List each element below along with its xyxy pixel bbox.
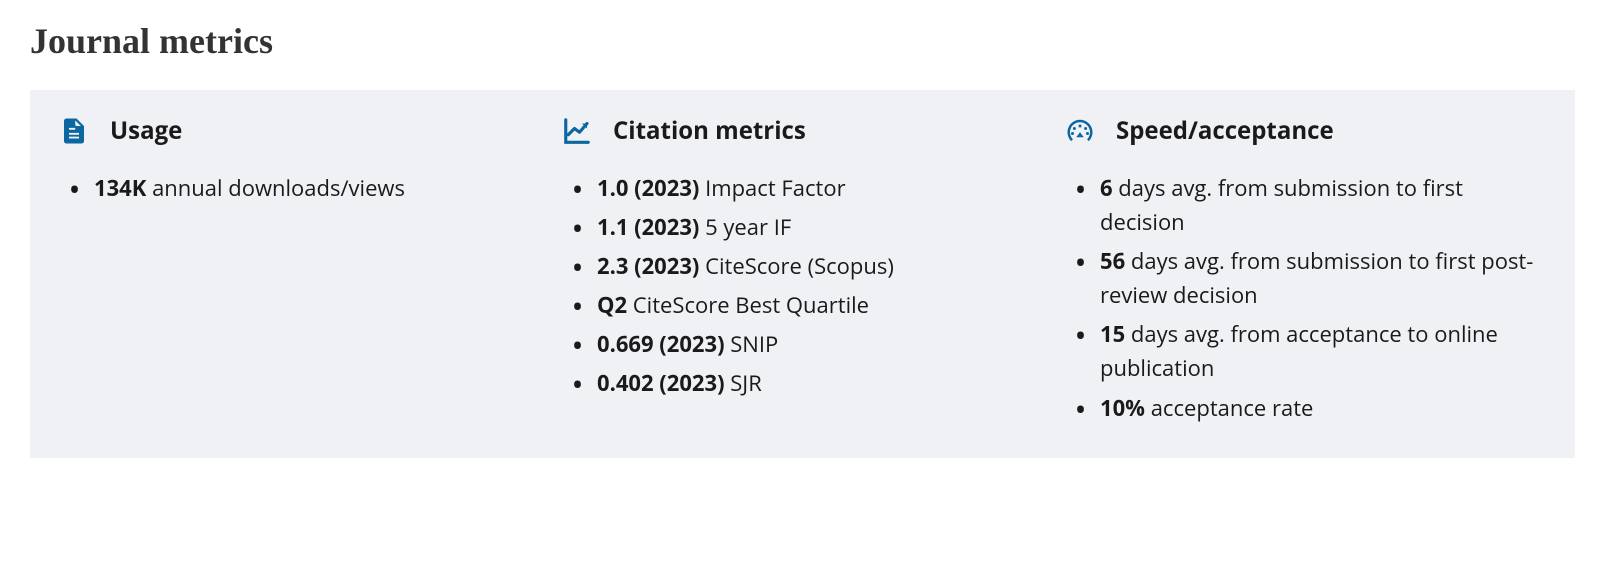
metric-value: 10% bbox=[1100, 393, 1145, 423]
metric-label: SJR bbox=[725, 368, 762, 398]
speed-title: Speed/acceptance bbox=[1116, 114, 1334, 147]
document-icon bbox=[58, 115, 90, 147]
metric-label: days avg. from submission to first post-… bbox=[1100, 246, 1533, 310]
list-item: 6 days avg. from submission to first dec… bbox=[1076, 171, 1547, 239]
metric-label: 5 year IF bbox=[699, 212, 791, 242]
list-item: 56 days avg. from submission to first po… bbox=[1076, 244, 1547, 312]
metric-value: 15 bbox=[1100, 319, 1125, 349]
list-item: 134K annual downloads/views bbox=[70, 171, 541, 205]
metric-value: 0.669 (2023) bbox=[597, 329, 725, 359]
list-item: 2.3 (2023) CiteScore (Scopus) bbox=[573, 249, 1044, 283]
citation-column: Citation metrics 1.0 (2023) Impact Facto… bbox=[561, 114, 1044, 430]
metrics-panel: Usage 134K annual downloads/views Citati… bbox=[30, 90, 1575, 458]
citation-header: Citation metrics bbox=[561, 114, 1044, 147]
speed-header: Speed/acceptance bbox=[1064, 114, 1547, 147]
usage-header: Usage bbox=[58, 114, 541, 147]
list-item: 15 days avg. from acceptance to online p… bbox=[1076, 317, 1547, 385]
metric-value: 56 bbox=[1100, 246, 1125, 276]
list-item: Q2 CiteScore Best Quartile bbox=[573, 288, 1044, 322]
metric-label: Impact Factor bbox=[699, 173, 845, 203]
usage-title: Usage bbox=[110, 114, 182, 147]
list-item: 1.0 (2023) Impact Factor bbox=[573, 171, 1044, 205]
metric-value: 6 bbox=[1100, 173, 1113, 203]
metric-label: SNIP bbox=[725, 329, 779, 359]
list-item: 1.1 (2023) 5 year IF bbox=[573, 210, 1044, 244]
metric-value: 1.1 (2023) bbox=[597, 212, 699, 242]
speed-list: 6 days avg. from submission to first dec… bbox=[1064, 171, 1547, 425]
usage-column: Usage 134K annual downloads/views bbox=[58, 114, 541, 430]
metric-label: days avg. from acceptance to online publ… bbox=[1100, 319, 1498, 383]
metric-value: 134K bbox=[94, 173, 146, 203]
list-item: 0.402 (2023) SJR bbox=[573, 366, 1044, 400]
metric-value: 1.0 (2023) bbox=[597, 173, 699, 203]
gauge-icon bbox=[1064, 115, 1096, 147]
metric-value: Q2 bbox=[597, 290, 627, 320]
usage-list: 134K annual downloads/views bbox=[58, 171, 541, 205]
list-item: 10% acceptance rate bbox=[1076, 391, 1547, 425]
list-item: 0.669 (2023) SNIP bbox=[573, 327, 1044, 361]
metric-value: 0.402 (2023) bbox=[597, 368, 725, 398]
metric-label: days avg. from submission to first decis… bbox=[1100, 173, 1463, 237]
metric-label: CiteScore Best Quartile bbox=[627, 290, 869, 320]
page-title: Journal metrics bbox=[30, 20, 1575, 62]
metric-label: CiteScore (Scopus) bbox=[699, 251, 893, 281]
chart-line-icon bbox=[561, 115, 593, 147]
metric-label: acceptance rate bbox=[1145, 393, 1313, 423]
citation-title: Citation metrics bbox=[613, 114, 806, 147]
speed-column: Speed/acceptance 6 days avg. from submis… bbox=[1064, 114, 1547, 430]
citation-list: 1.0 (2023) Impact Factor 1.1 (2023) 5 ye… bbox=[561, 171, 1044, 401]
metric-value: 2.3 (2023) bbox=[597, 251, 699, 281]
metric-label: annual downloads/views bbox=[146, 173, 405, 203]
